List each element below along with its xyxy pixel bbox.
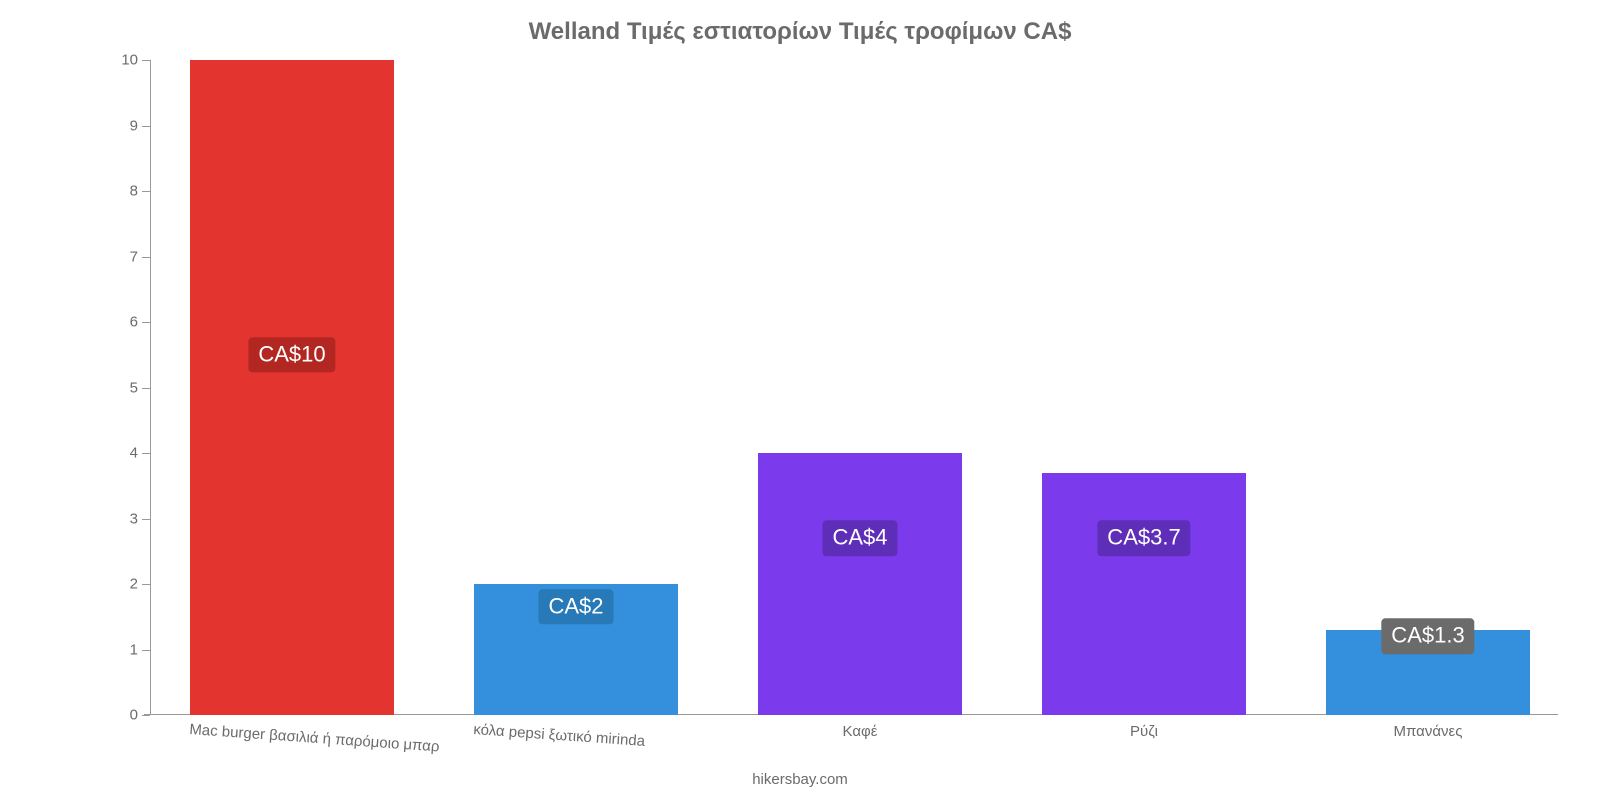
y-tick-label: 1	[130, 641, 138, 658]
x-axis-label: Ρύζι	[1130, 723, 1158, 740]
x-axis-label: Μπανάνες	[1394, 723, 1463, 740]
chart-title: Welland Τιμές εστιατορίων Τιμές τροφίμων…	[0, 18, 1600, 46]
y-tick-label: 5	[130, 379, 138, 396]
value-pill: CA$3.7	[1097, 520, 1190, 555]
y-tick	[142, 584, 150, 585]
y-tick-label: 2	[130, 576, 138, 593]
bars-container	[150, 60, 1570, 715]
y-tick-label: 0	[130, 707, 138, 724]
chart-footer: hikersbay.com	[0, 771, 1600, 788]
y-tick	[142, 388, 150, 389]
y-tick	[142, 60, 150, 61]
bar	[1042, 473, 1246, 715]
plot-area: 012345678910 CA$10CA$2CA$4CA$3.7CA$1.3 M…	[150, 60, 1570, 715]
bar	[190, 60, 394, 715]
x-axis-label: κόλα pepsi ξωτικό mirinda	[473, 721, 646, 750]
y-tick	[142, 257, 150, 258]
y-tick	[142, 519, 150, 520]
y-tick-label: 9	[130, 117, 138, 134]
value-pill: CA$4	[822, 520, 897, 555]
y-tick-label: 8	[130, 183, 138, 200]
y-tick-label: 4	[130, 445, 138, 462]
bar	[758, 453, 962, 715]
value-pill: CA$1.3	[1381, 619, 1474, 654]
y-tick	[142, 191, 150, 192]
value-pill: CA$2	[538, 589, 613, 624]
price-bar-chart: Welland Τιμές εστιατορίων Τιμές τροφίμων…	[0, 0, 1600, 800]
x-axis-label: Καφέ	[843, 723, 878, 740]
y-tick	[142, 322, 150, 323]
y-tick	[142, 715, 150, 716]
y-tick-label: 10	[121, 52, 138, 69]
x-axis-label: Mac burger βασιλιά ή παρόμοιο μπαρ	[189, 721, 440, 755]
y-tick	[142, 453, 150, 454]
value-pill: CA$10	[248, 337, 335, 372]
y-tick-label: 6	[130, 314, 138, 331]
y-tick	[142, 650, 150, 651]
y-tick	[142, 126, 150, 127]
y-tick-label: 3	[130, 510, 138, 527]
y-tick-label: 7	[130, 248, 138, 265]
